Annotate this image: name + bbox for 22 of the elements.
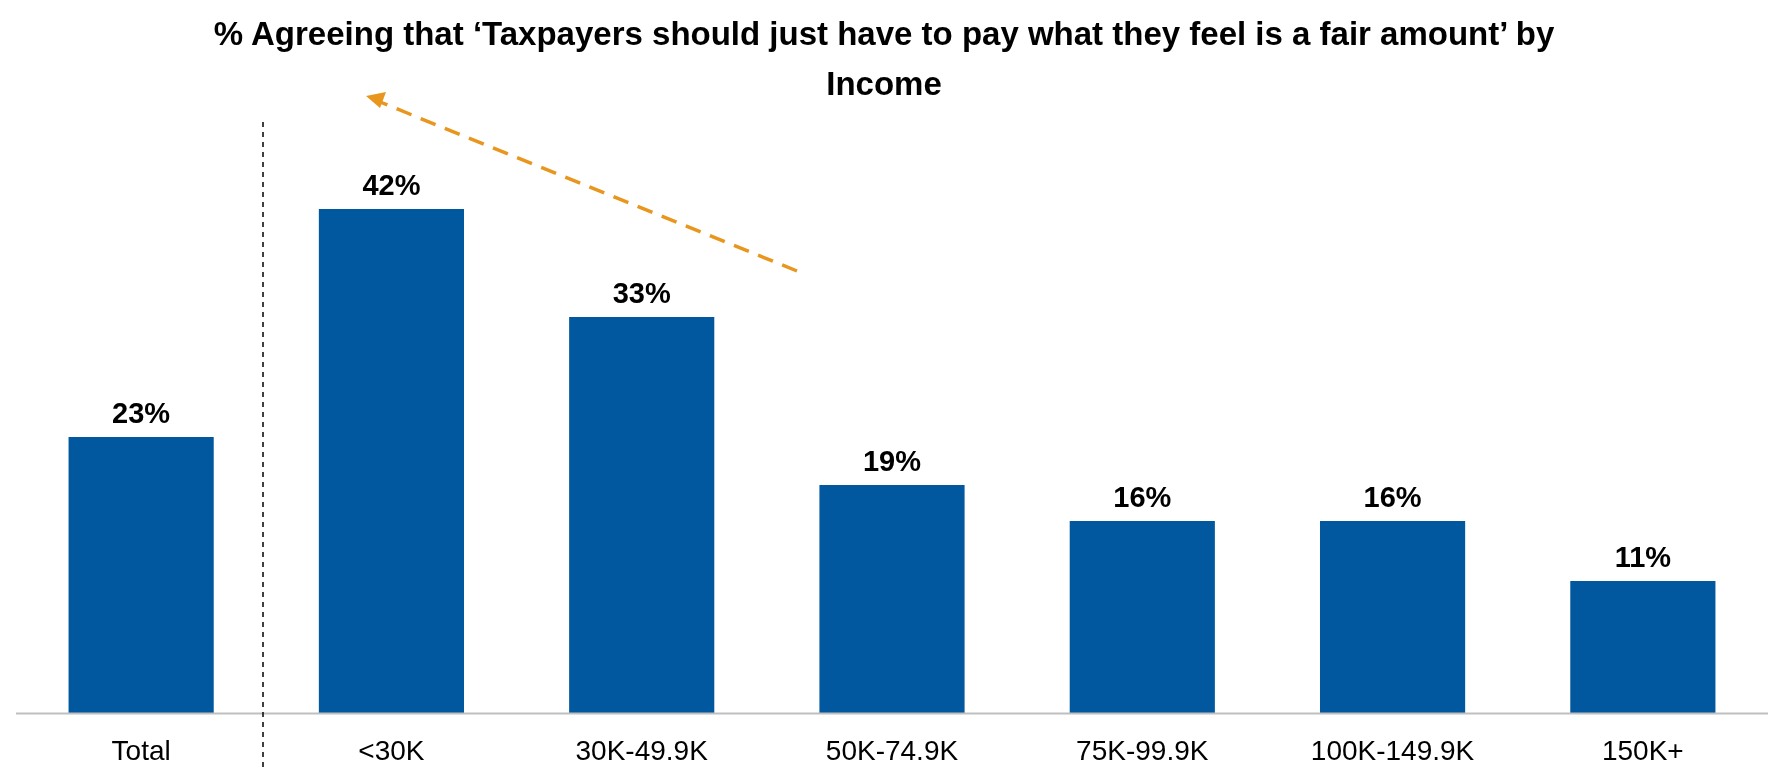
data-label: 42% bbox=[362, 169, 421, 201]
bar bbox=[1570, 581, 1716, 713]
data-label: 19% bbox=[862, 445, 922, 477]
x-tick-label: 100K-149.9K bbox=[1310, 735, 1475, 766]
bar bbox=[318, 209, 465, 713]
x-tick-label: 150K+ bbox=[1601, 735, 1684, 766]
bar bbox=[819, 485, 965, 713]
bar bbox=[569, 317, 715, 713]
data-label: 33% bbox=[612, 277, 671, 309]
x-tick-label: 50K-74.9K bbox=[825, 735, 959, 766]
x-tick-label: 75K-99.9K bbox=[1076, 735, 1209, 766]
data-label: 23% bbox=[112, 397, 171, 429]
chart-title: % Agreeing that ‘Taxpayers should just have to pay what they feel is a fair amount’ by Income bbox=[213, 15, 1555, 102]
data-label: 16% bbox=[1363, 481, 1422, 513]
x-tick-label: 30K-49.9K bbox=[575, 735, 709, 766]
bar bbox=[1069, 521, 1215, 713]
data-label: 11% bbox=[1614, 541, 1672, 573]
bar bbox=[1319, 521, 1466, 713]
x-tick-label: Total bbox=[111, 735, 171, 766]
data-label: 16% bbox=[1113, 481, 1172, 513]
bar bbox=[68, 437, 214, 713]
x-tick-label: <30K bbox=[358, 735, 425, 766]
